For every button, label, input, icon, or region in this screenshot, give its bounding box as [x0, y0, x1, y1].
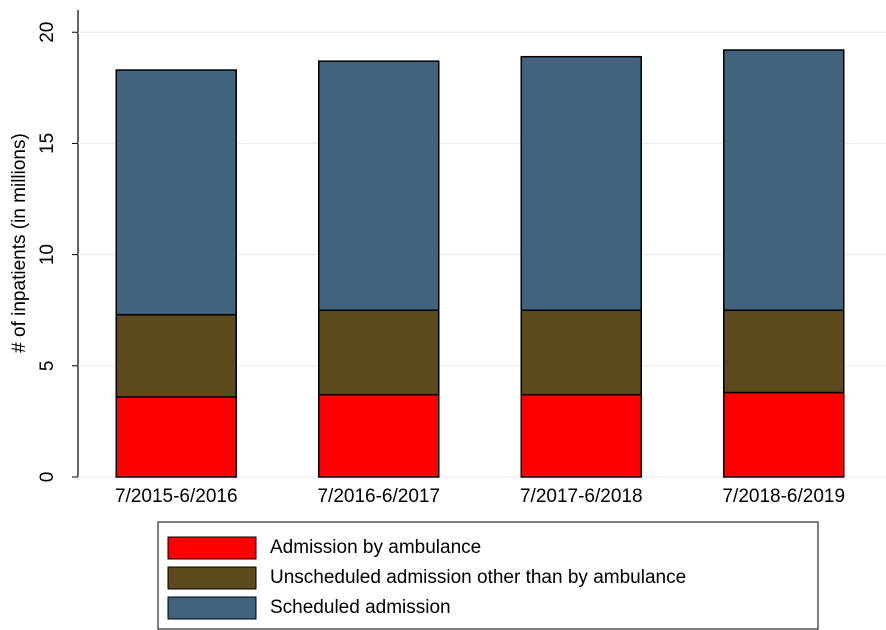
bar-segment	[520, 309, 642, 396]
bar-segment	[520, 393, 642, 478]
x-tick-label: 7/2015-6/2016	[115, 486, 238, 507]
y-tick-label: 5	[37, 361, 58, 372]
y-tick-label: 0	[37, 472, 58, 483]
bar-segment	[723, 391, 845, 478]
y-tick-label: 20	[37, 22, 58, 43]
bar-segment	[318, 393, 440, 478]
y-tick-label: 10	[37, 244, 58, 265]
bar-segment	[115, 313, 237, 398]
x-tick-label: 7/2017-6/2018	[520, 486, 643, 507]
x-tick-label: 7/2018-6/2019	[722, 486, 845, 507]
bar-segment	[520, 55, 642, 311]
bar-segment	[115, 396, 237, 478]
legend-label: Admission by ambulance	[270, 537, 481, 558]
legend-label: Unscheduled admission other than by ambu…	[270, 567, 686, 588]
bar-segment	[723, 49, 845, 311]
legend-swatch	[167, 536, 257, 560]
legend-box	[157, 521, 819, 630]
legend-label: Scheduled admission	[270, 597, 451, 618]
bar-segment	[723, 309, 845, 394]
y-axis-title: # of inpatients (in millions)	[9, 133, 30, 353]
bar-segment	[115, 69, 237, 316]
bar-segment	[318, 309, 440, 396]
x-tick-label: 7/2016-6/2017	[317, 486, 440, 507]
legend-swatch	[167, 566, 257, 590]
y-tick-label: 15	[37, 133, 58, 154]
bar-segment	[318, 60, 440, 311]
legend-swatch	[167, 596, 257, 620]
